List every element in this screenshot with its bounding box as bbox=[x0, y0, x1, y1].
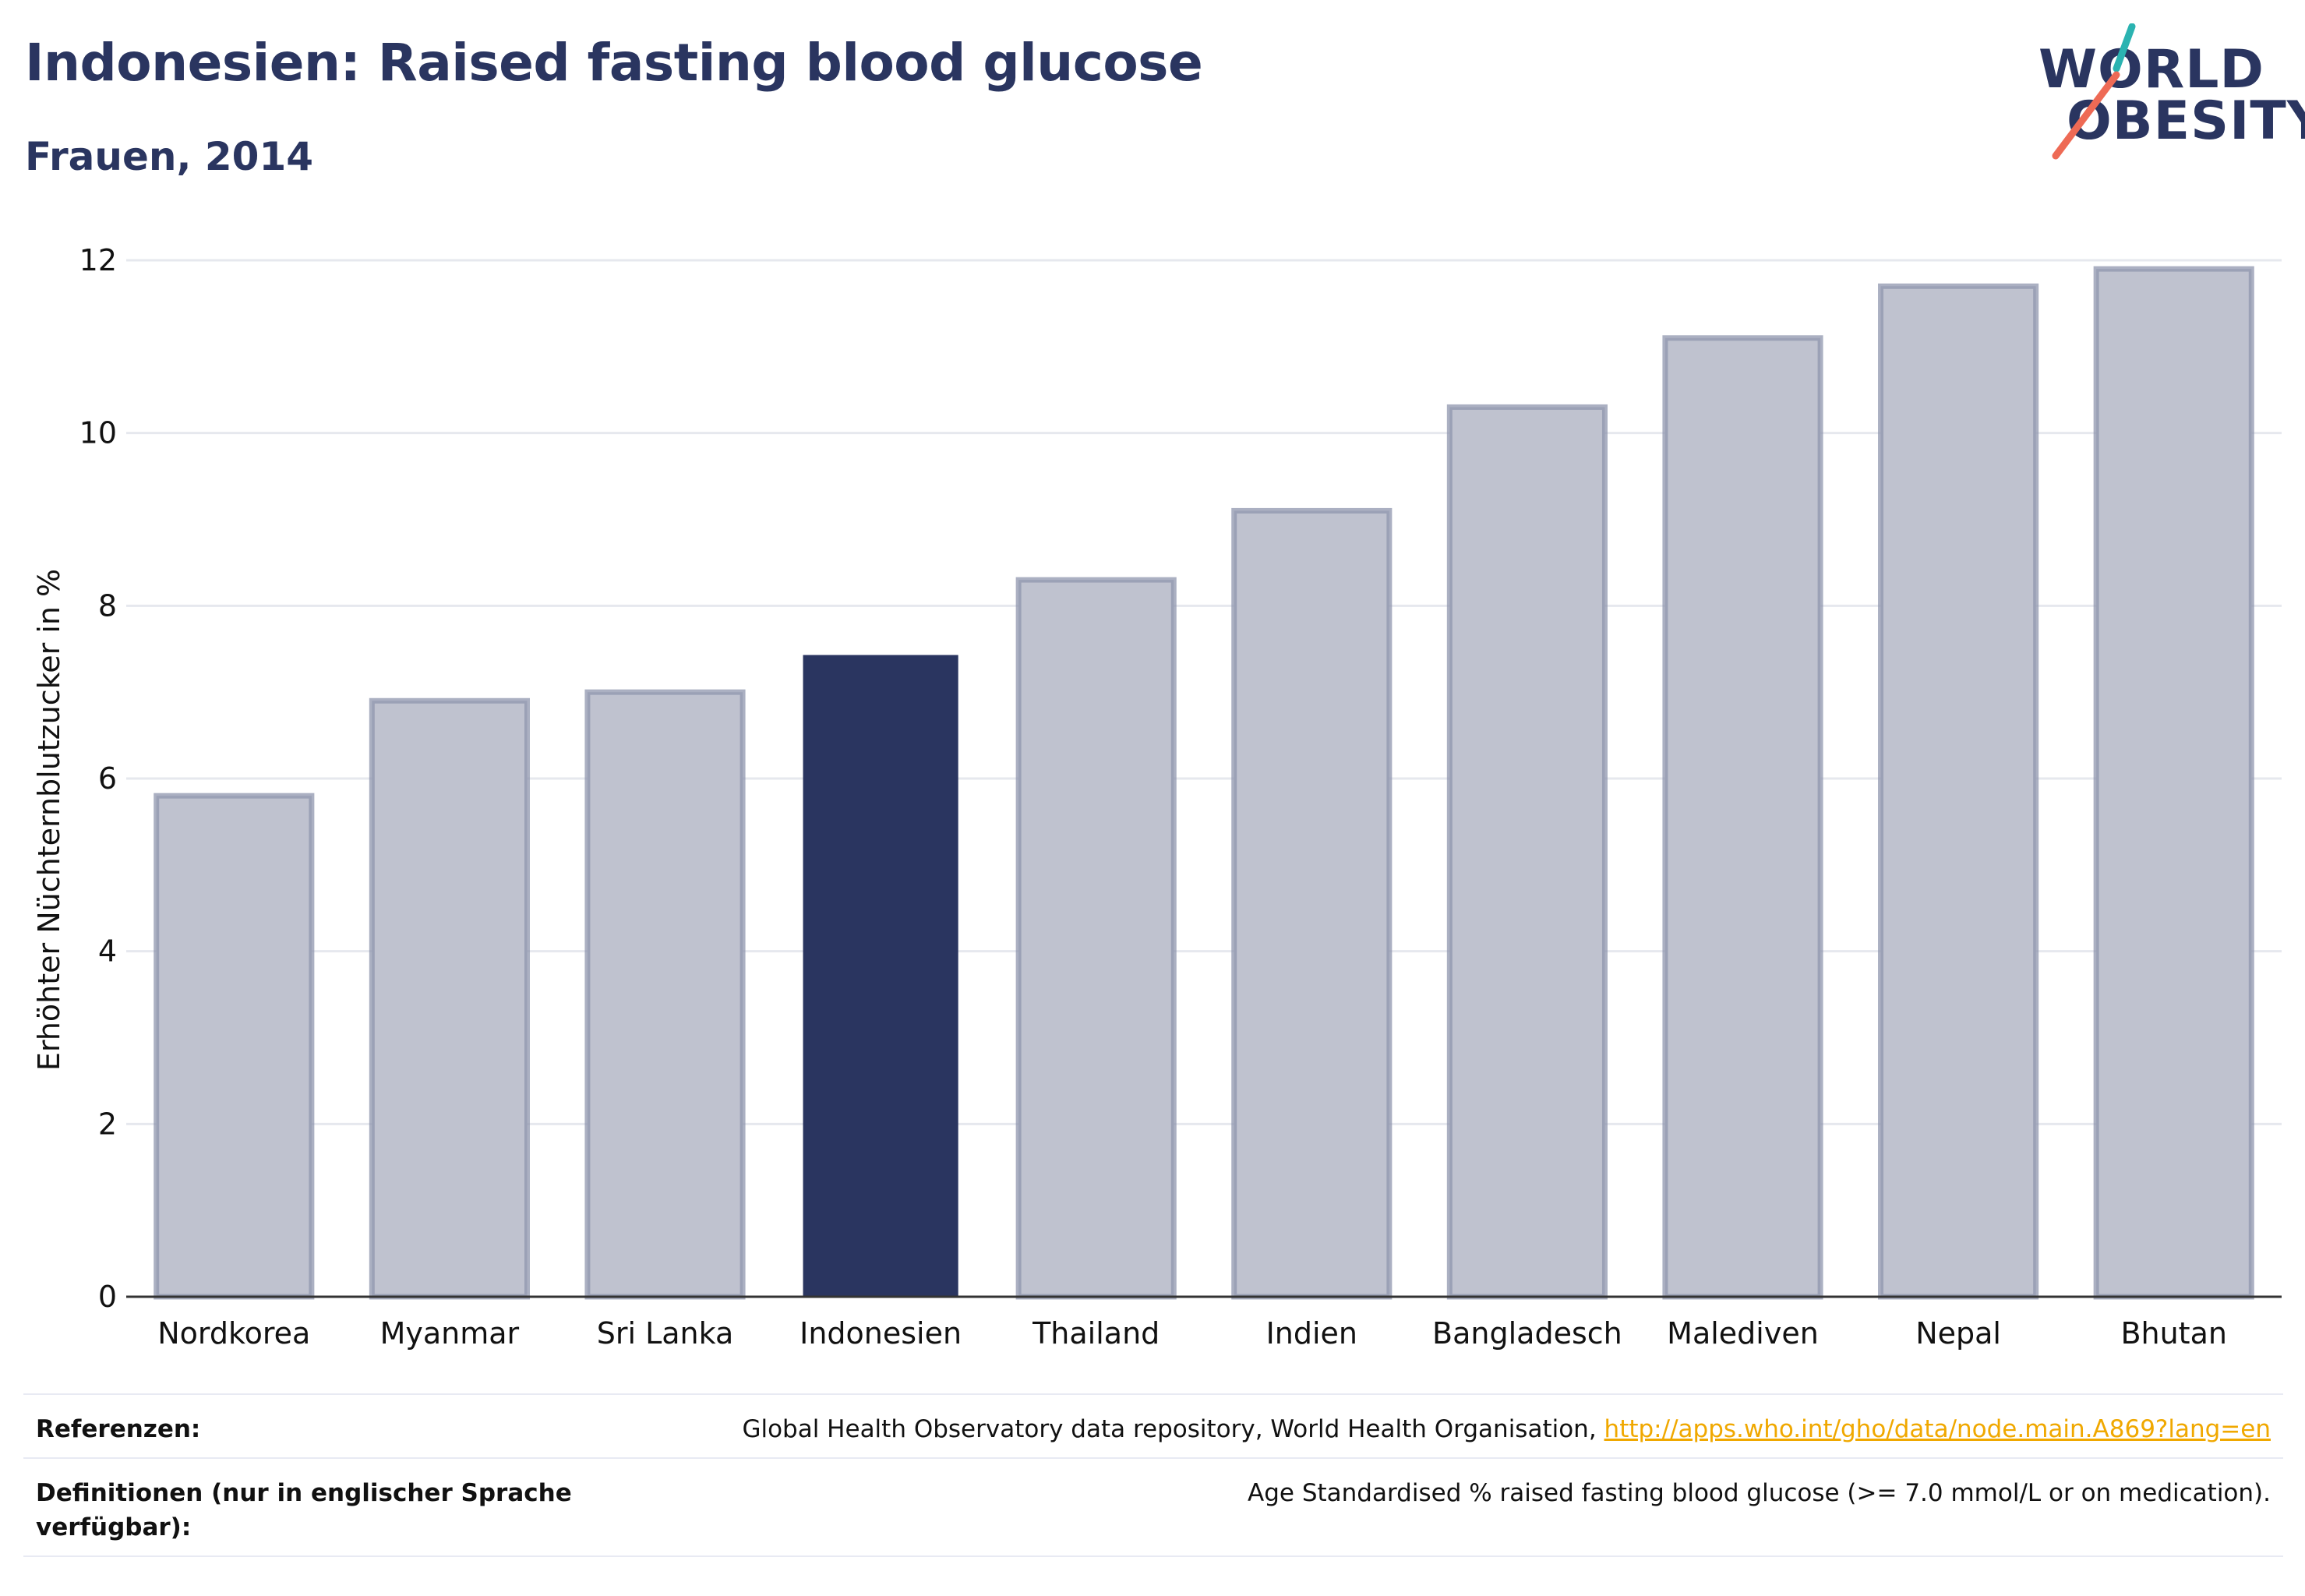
y-tick-label: 8 bbox=[98, 588, 117, 623]
x-tick-label: Bhutan bbox=[2120, 1316, 2227, 1351]
references-text: Global Health Observatory data repositor… bbox=[742, 1415, 1604, 1443]
chart-subtitle: Frauen, 2014 bbox=[25, 134, 314, 179]
bars bbox=[154, 266, 2254, 1300]
y-tick-label: 10 bbox=[79, 416, 117, 450]
bar-malediven[interactable] bbox=[1662, 335, 1823, 1300]
y-tick-label: 0 bbox=[98, 1280, 117, 1314]
x-tick-label: Sri Lanka bbox=[597, 1316, 734, 1351]
definitions-value: Age Standardised % raised fasting blood … bbox=[1248, 1479, 2271, 1507]
bar-sri-lanka[interactable] bbox=[584, 689, 746, 1300]
logo-slash-icon bbox=[2052, 23, 2136, 160]
footer-divider-middle bbox=[23, 1457, 2283, 1459]
bar-indien[interactable] bbox=[1231, 507, 1393, 1300]
references-label: Referenzen: bbox=[36, 1415, 201, 1443]
x-tick-label: Nordkorea bbox=[157, 1316, 310, 1351]
x-tick-label: Thailand bbox=[1032, 1316, 1160, 1351]
references-link[interactable]: http://apps.who.int/gho/data/node.main.A… bbox=[1604, 1415, 2271, 1443]
bar-thailand[interactable] bbox=[1015, 577, 1177, 1300]
references-value: Global Health Observatory data repositor… bbox=[742, 1412, 2271, 1446]
footer-divider-bottom bbox=[23, 1555, 2283, 1557]
logo-word-obesity: OBESITY bbox=[2067, 90, 2305, 152]
definitions-label: Definitionen (nur in englischer Sprache … bbox=[36, 1479, 572, 1541]
y-tick-label: 2 bbox=[98, 1107, 117, 1141]
y-tick-label: 6 bbox=[98, 761, 117, 796]
bar-chart: 0 2 4 6 8 10 12 Nordkorea Myanmar Sri Lanka Indone… bbox=[32, 243, 2282, 1351]
bar-bangladesch[interactable] bbox=[1446, 404, 1608, 1300]
x-tick-label: Indonesien bbox=[800, 1316, 962, 1351]
bar-bhutan[interactable] bbox=[2093, 266, 2254, 1300]
footer-divider-top bbox=[23, 1393, 2283, 1395]
world-obesity-logo: WORLD OBESITY bbox=[2035, 23, 2305, 164]
y-tick-label: 4 bbox=[98, 934, 117, 969]
bar-myanmar[interactable] bbox=[369, 697, 530, 1300]
x-tick-label: Malediven bbox=[1667, 1316, 1819, 1351]
x-tick-label: Myanmar bbox=[380, 1316, 520, 1351]
bar-nepal[interactable] bbox=[1878, 283, 2039, 1300]
x-tick-label: Bangladesch bbox=[1432, 1316, 1622, 1351]
tick-labels: 0 2 4 6 8 10 12 Nordkorea Myanmar Sri Lanka Indone… bbox=[79, 243, 2227, 1351]
y-tick-label: 12 bbox=[79, 243, 117, 277]
x-tick-label: Indien bbox=[1266, 1316, 1357, 1351]
y-axis-title: Erhöhter Nüchternblutzucker in % bbox=[32, 569, 66, 1071]
logo-word-world: WORLD bbox=[2038, 39, 2264, 101]
x-tick-label: Nepal bbox=[1915, 1316, 2001, 1351]
bar-indonesien[interactable] bbox=[803, 655, 958, 1297]
chart-title: Indonesien: Raised fasting blood glucose bbox=[25, 33, 1203, 93]
bar-nordkorea[interactable] bbox=[154, 793, 315, 1300]
